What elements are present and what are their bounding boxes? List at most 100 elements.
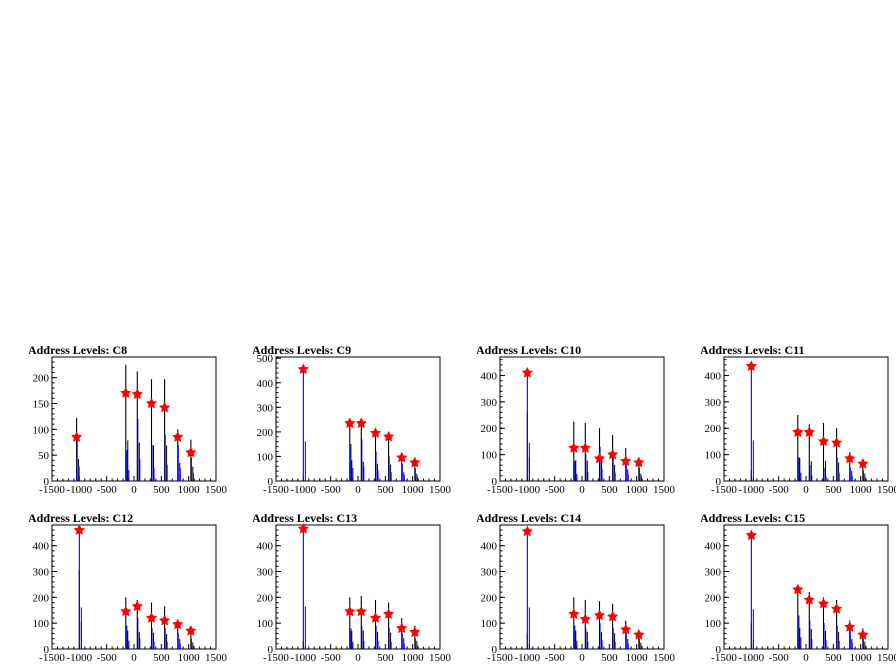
peak-marker xyxy=(383,608,395,619)
x-tick-label: -1000 xyxy=(514,484,540,496)
x-tick-label: -1000 xyxy=(290,484,316,496)
y-tick-label: 200 xyxy=(33,373,50,385)
peak-marker xyxy=(817,597,830,609)
panel-8: Address Levels: C15 -1500 -1000 -500 0 500 100… xyxy=(700,511,896,664)
y-tick-label: 400 xyxy=(705,541,722,553)
peak-marker xyxy=(355,417,367,429)
peak-marker xyxy=(185,446,197,458)
x-tick-label: 1000 xyxy=(850,484,873,496)
y-tick-label: 300 xyxy=(33,567,50,579)
panel-title: Address Levels: C12 xyxy=(28,511,133,525)
panel-1: Address Levels: C8-1500 -1000 -500 0 500 1000… xyxy=(28,343,228,496)
x-tick-label: -1000 xyxy=(738,484,764,496)
x-tick-label: -1500 xyxy=(263,484,289,496)
peak-marker xyxy=(857,457,869,469)
panel-2: Address Levels: C9-1500 -1000 -500 0 500 1000… xyxy=(252,343,452,496)
y-tick-label: 400 xyxy=(257,378,274,390)
peak-marker xyxy=(521,366,533,378)
x-tick-label: -1500 xyxy=(487,484,513,496)
peak-marker xyxy=(172,618,184,630)
x-tick-label: -500 xyxy=(769,484,790,496)
x-tick-label: 1000 xyxy=(178,484,201,496)
x-tick-label: 500 xyxy=(377,484,394,496)
x-tick-label: 1500 xyxy=(429,652,452,664)
peak-marker xyxy=(620,455,632,466)
x-tick-label: 1000 xyxy=(178,652,201,664)
x-tick-label: 1500 xyxy=(205,652,228,664)
peak-marker xyxy=(120,605,132,617)
y-tick-label: 100 xyxy=(481,618,498,630)
x-tick-label: 1500 xyxy=(205,484,228,496)
y-tick-label: 300 xyxy=(257,402,274,414)
peak-marker xyxy=(185,625,197,636)
x-tick-label: 0 xyxy=(355,652,361,664)
peak-marker xyxy=(159,614,171,626)
x-tick-label: 1500 xyxy=(653,484,676,496)
x-tick-label: -500 xyxy=(769,652,790,664)
y-tick-label: 100 xyxy=(33,618,50,630)
y-tick-label: 0 xyxy=(716,644,722,656)
x-tick-label: 1500 xyxy=(877,652,896,664)
y-tick-label: 300 xyxy=(257,567,274,579)
x-tick-label: -500 xyxy=(545,652,566,664)
x-tick-label: 1000 xyxy=(626,652,649,664)
y-tick-label: 100 xyxy=(257,451,274,463)
x-tick-label: 1500 xyxy=(429,484,452,496)
x-tick-label: -500 xyxy=(321,484,342,496)
peak-marker xyxy=(344,605,356,617)
peak-marker xyxy=(745,529,757,541)
y-tick-label: 300 xyxy=(705,567,722,579)
peak-marker xyxy=(131,388,143,399)
y-tick-label: 100 xyxy=(33,424,50,436)
x-tick-label: -1500 xyxy=(487,652,513,664)
x-tick-label: -500 xyxy=(545,484,566,496)
x-tick-label: -1000 xyxy=(738,652,764,664)
y-tick-label: 400 xyxy=(481,541,498,553)
peak-marker xyxy=(344,417,356,429)
panel-title: Address Levels: C11 xyxy=(700,343,804,357)
y-tick-label: 200 xyxy=(257,592,274,604)
y-tick-label: 200 xyxy=(705,592,722,604)
x-tick-label: 1000 xyxy=(626,484,649,496)
x-tick-label: -1000 xyxy=(66,484,92,496)
peak-marker xyxy=(817,435,830,447)
x-tick-label: 500 xyxy=(825,652,842,664)
y-tick-label: 0 xyxy=(492,644,498,656)
y-tick-label: 100 xyxy=(481,450,498,462)
y-tick-label: 100 xyxy=(257,618,274,630)
x-tick-label: 1500 xyxy=(653,652,676,664)
peak-marker xyxy=(579,613,591,625)
y-tick-label: 100 xyxy=(705,450,722,462)
y-tick-label: 300 xyxy=(481,567,498,579)
x-tick-label: 1000 xyxy=(402,652,425,664)
panel-title: Address Levels: C15 xyxy=(700,511,805,525)
peak-marker xyxy=(844,452,856,464)
y-tick-label: 400 xyxy=(257,541,274,553)
peak-marker xyxy=(396,451,408,463)
peak-marker xyxy=(792,583,804,595)
panel-4: Address Levels: C11 -1500 -1000 -500 0 500 100… xyxy=(700,343,896,496)
peak-marker xyxy=(159,401,171,413)
y-tick-label: 0 xyxy=(268,476,274,488)
y-tick-label: 100 xyxy=(705,618,722,630)
peak-marker xyxy=(844,621,856,632)
panel-3: Address Levels: C10 -1500 -1000 -500 0 500 100… xyxy=(476,343,676,496)
x-tick-label: 500 xyxy=(153,652,170,664)
peak-marker xyxy=(145,612,158,623)
y-tick-label: 200 xyxy=(705,423,722,435)
y-tick-label: 400 xyxy=(33,541,50,553)
x-tick-label: 1000 xyxy=(850,652,873,664)
x-tick-label: -1500 xyxy=(39,652,65,664)
peak-marker xyxy=(172,431,184,442)
y-tick-label: 0 xyxy=(44,644,50,656)
x-tick-label: 1500 xyxy=(877,484,896,496)
peak-marker xyxy=(633,456,645,468)
peak-marker xyxy=(803,594,815,605)
peak-marker xyxy=(409,456,421,468)
x-tick-label: -1500 xyxy=(711,484,737,496)
y-tick-label: 0 xyxy=(44,476,50,488)
y-tick-label: 0 xyxy=(492,476,498,488)
peak-marker xyxy=(383,430,395,442)
peak-marker xyxy=(131,600,143,612)
